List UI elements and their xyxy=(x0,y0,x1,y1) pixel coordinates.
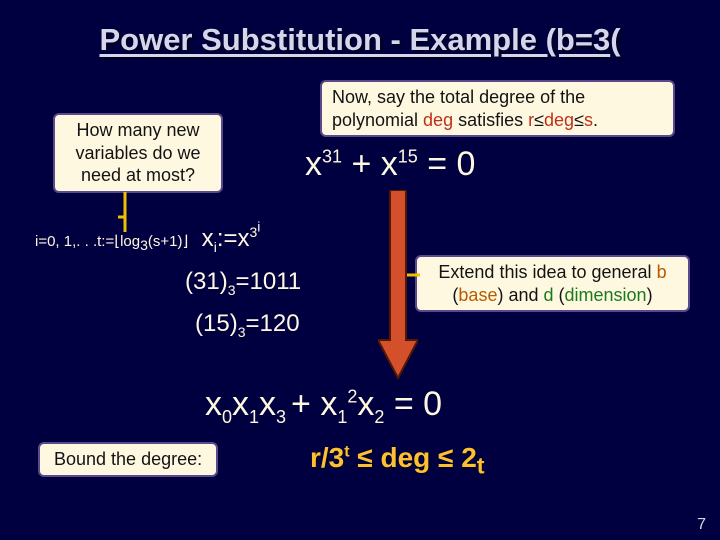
bound-label-text: Bound the degree: xyxy=(54,449,202,469)
slide-title: Power Substitution - Example (b=3( xyxy=(0,22,720,58)
callout-extend: Extend this idea to general b (base) and… xyxy=(415,255,690,312)
base3-15: (15)3=120 xyxy=(195,310,300,338)
equation-1: x31 + x15 = 0 xyxy=(305,145,475,184)
equation-2: x0x1x3 + x12x2 = 0 xyxy=(205,385,442,424)
page-number: 7 xyxy=(697,516,706,534)
base3-31: (31)3=1011 xyxy=(185,268,301,296)
callout-howmany: How many new variables do we need at mos… xyxy=(53,113,223,193)
down-arrow-icon xyxy=(378,190,418,380)
bound-expression: r/3t ≤ deg ≤ 2t xyxy=(310,442,485,474)
callout-bound-label: Bound the degree: xyxy=(38,442,218,477)
callout-degree: Now, say the total degree of the polynom… xyxy=(320,80,675,137)
substitution-def: i=0, 1,. . .t:=⌊log3(s+1)⌋ xi:=x3i xyxy=(35,225,260,253)
